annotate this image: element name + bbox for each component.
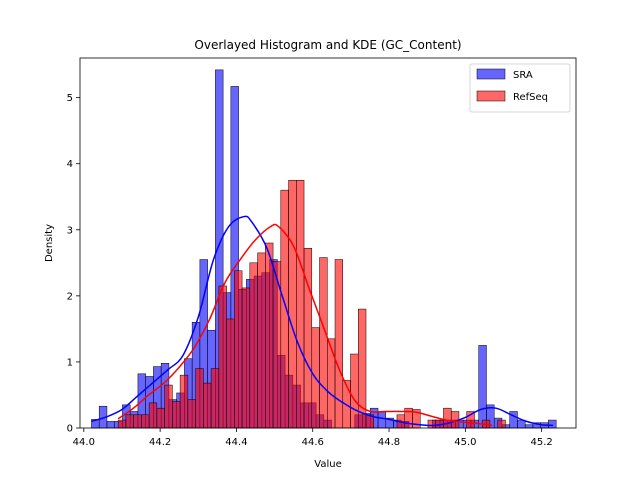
bar-refseq-26 bbox=[319, 257, 328, 429]
kde-line-sra bbox=[91, 215, 554, 427]
bar-refseq-18 bbox=[257, 252, 266, 429]
y-axis-label: Density bbox=[44, 224, 55, 262]
bar-sra-50 bbox=[478, 345, 487, 429]
bar-refseq-19 bbox=[265, 242, 274, 429]
x-axis-label: Value bbox=[314, 459, 341, 470]
x-tick-label: 45.0 bbox=[454, 437, 476, 448]
bar-sra-56 bbox=[524, 424, 534, 429]
bar-sra-2 bbox=[106, 421, 115, 429]
y-tick-label: 1 bbox=[67, 357, 73, 368]
bar-refseq-6 bbox=[164, 384, 173, 429]
bar-refseq-31 bbox=[358, 308, 367, 429]
x-tick-label: 45.2 bbox=[531, 437, 553, 448]
bar-refseq-8 bbox=[179, 374, 189, 429]
legend-swatch-refseq bbox=[476, 90, 506, 102]
bar-refseq-3 bbox=[141, 414, 150, 429]
y-tick-label: 5 bbox=[67, 93, 73, 104]
bar-refseq-0 bbox=[117, 419, 127, 429]
x-tick-label: 44.6 bbox=[302, 437, 324, 448]
bar-refseq-14 bbox=[226, 318, 235, 429]
bar-refseq-4 bbox=[148, 402, 158, 429]
y-tick-label: 0 bbox=[67, 424, 73, 435]
y-axis: 0 1 2 3 4 5 bbox=[67, 93, 80, 435]
legend-swatch-sra bbox=[476, 68, 506, 80]
y-tick-label: 2 bbox=[67, 291, 73, 302]
y-tick-label: 4 bbox=[67, 159, 73, 170]
bar-refseq-21 bbox=[280, 189, 289, 429]
bar-refseq-7 bbox=[172, 401, 181, 429]
x-tick-label: 44.8 bbox=[378, 437, 400, 448]
y-tick-label: 3 bbox=[67, 225, 73, 236]
bar-refseq-28 bbox=[334, 259, 344, 429]
chart-title: Overlayed Histogram and KDE (GC_Content) bbox=[194, 38, 461, 52]
bar-sra-37 bbox=[377, 411, 387, 429]
bar-refseq-13 bbox=[218, 285, 227, 429]
kde-layer bbox=[91, 215, 554, 427]
kde-line-refseq bbox=[117, 223, 493, 427]
legend-label-sra: SRA bbox=[513, 70, 533, 81]
x-tick-label: 44.4 bbox=[225, 437, 247, 448]
bar-refseq-12 bbox=[210, 368, 220, 429]
bar-refseq-22 bbox=[288, 179, 297, 429]
bar-refseq-27 bbox=[327, 338, 336, 429]
bar-refseq-42 bbox=[443, 407, 452, 429]
bar-refseq-1 bbox=[125, 414, 134, 429]
bar-refseq-23 bbox=[296, 179, 305, 429]
bar-refseq-2 bbox=[133, 414, 142, 429]
bar-refseq-30 bbox=[350, 353, 359, 429]
bar-refseq-11 bbox=[203, 382, 212, 429]
x-tick-label: 44.2 bbox=[149, 437, 171, 448]
legend-label-refseq: RefSeq bbox=[513, 92, 548, 103]
bar-refseq-10 bbox=[195, 368, 204, 429]
x-axis: 44.0 44.2 44.4 44.6 44.8 45.0 45.2 bbox=[73, 428, 553, 448]
bar-refseq-17 bbox=[249, 262, 258, 429]
bar-refseq-16 bbox=[241, 287, 251, 429]
plot-frame bbox=[79, 57, 577, 429]
bar-refseq-15 bbox=[234, 270, 243, 429]
bar-refseq-40 bbox=[427, 419, 436, 429]
bar-refseq-49 bbox=[497, 419, 506, 429]
bar-sra-59 bbox=[548, 419, 557, 429]
x-tick-label: 44.0 bbox=[73, 437, 95, 448]
bar-refseq-5 bbox=[156, 407, 165, 429]
bar-refseq-9 bbox=[187, 399, 196, 429]
legend: SRA RefSeq bbox=[469, 63, 571, 113]
